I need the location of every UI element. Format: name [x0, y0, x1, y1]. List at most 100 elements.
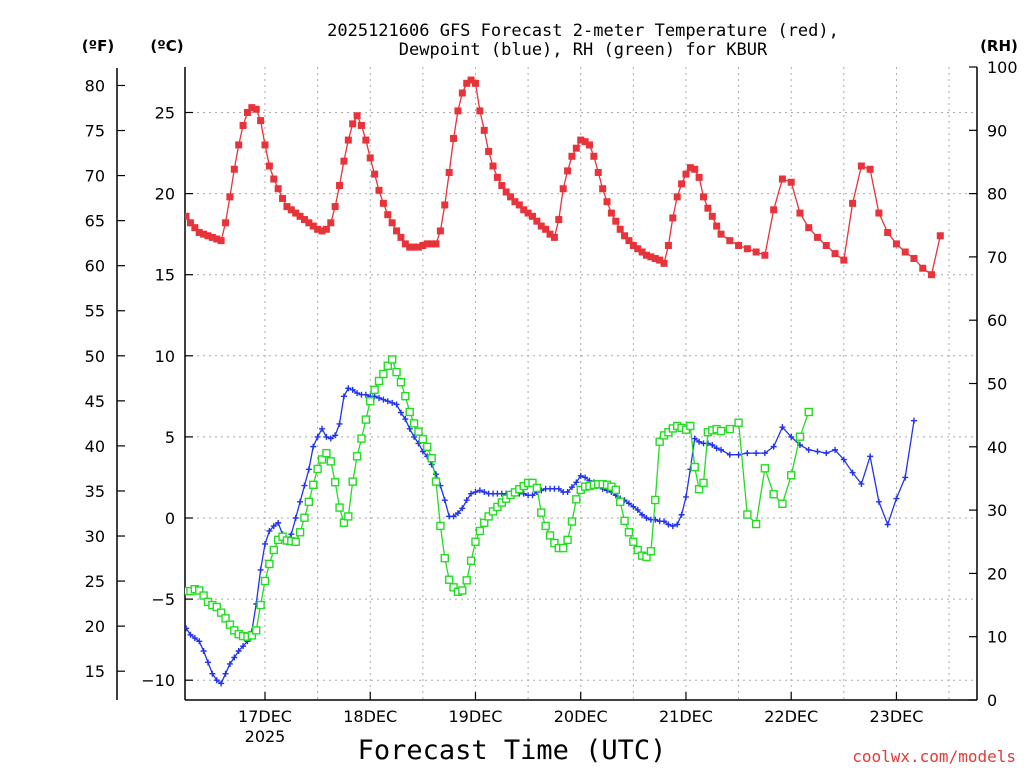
temp-point	[454, 107, 462, 115]
temp-point	[287, 206, 295, 214]
temp-point	[195, 229, 203, 237]
rh-point	[471, 537, 480, 546]
temp-point	[691, 165, 699, 173]
dewpoint-point	[336, 420, 343, 427]
rh-point	[295, 528, 305, 537]
temp-point	[441, 201, 449, 209]
dewpoint-point	[884, 521, 891, 528]
rh-point	[655, 437, 664, 446]
temp-point	[884, 229, 892, 237]
rh-point	[633, 545, 642, 555]
celsius-tick-label: −10	[141, 671, 175, 690]
temp-point	[669, 214, 677, 222]
dewpoint-point	[266, 527, 273, 534]
dewpoint-point	[875, 498, 882, 505]
temp-point	[726, 237, 734, 245]
temp-point	[261, 141, 269, 149]
dewpoint-point	[678, 511, 685, 518]
dewpoint-point	[814, 448, 821, 455]
rh-point	[339, 518, 349, 527]
dewpoint-point	[529, 492, 536, 499]
dewpoint-point	[573, 479, 580, 486]
temp-point	[248, 104, 256, 112]
temp-point	[191, 224, 199, 232]
temp-point	[279, 194, 287, 202]
rh-tick-label: 60	[987, 311, 1007, 330]
rh-point	[265, 559, 274, 569]
rh-point	[814, 0, 821, 7]
rh-point	[716, 426, 726, 436]
dewpoint-point	[297, 498, 304, 505]
temp-point	[928, 271, 936, 279]
dewpoint-point	[419, 448, 426, 455]
dewpoint-point	[634, 506, 641, 513]
temp-point	[252, 105, 260, 113]
rh-point	[624, 528, 634, 537]
temp-point	[546, 230, 554, 238]
rh-point	[867, 0, 874, 7]
dewpoint-point	[240, 643, 247, 650]
temp-point	[362, 136, 370, 144]
rh-tick-label: 30	[987, 501, 1007, 520]
rh-point	[348, 477, 357, 486]
temp-point	[770, 206, 778, 214]
temp-point	[296, 212, 304, 220]
rh-tick-label: 80	[987, 185, 1007, 204]
temp-point	[866, 165, 874, 173]
rh-tick-label: 100	[987, 58, 1018, 77]
temp-point	[283, 203, 291, 211]
temp-point	[752, 248, 760, 256]
temp-point	[401, 240, 409, 248]
chart-title-line2: Dewpoint (blue), RH (green) for KBUR	[399, 40, 768, 60]
fahrenheit-tick-label: 70	[85, 167, 105, 186]
dewpoint-point	[213, 677, 220, 684]
rh-point	[910, 0, 917, 7]
rh-point	[462, 576, 471, 585]
temp-point	[226, 193, 234, 201]
dewpoint-point	[209, 670, 216, 677]
temp-point	[353, 112, 361, 120]
temp-point	[713, 222, 721, 230]
rh-point	[563, 535, 572, 545]
dewpoint-point	[397, 409, 404, 416]
dewpoint-point	[231, 654, 238, 661]
temp-point	[761, 251, 769, 259]
temp-point	[599, 185, 607, 193]
dewpoint-point	[345, 385, 352, 392]
fahrenheit-tick-label: 55	[85, 302, 105, 321]
fahrenheit-tick-label: 20	[85, 617, 105, 636]
rh-point	[370, 385, 379, 395]
time-tick-label: 21DEC	[659, 707, 713, 726]
dewpoint-point	[476, 487, 483, 494]
temp-point	[717, 230, 725, 238]
temp-point	[682, 170, 690, 178]
rh-point	[532, 483, 542, 493]
temp-point	[910, 254, 918, 262]
temp-point	[200, 230, 208, 238]
temp-point	[432, 240, 440, 248]
rh-point	[919, 0, 926, 7]
dewpoint-point	[411, 433, 418, 440]
dewpoint-point	[713, 445, 720, 452]
temp-point	[840, 256, 848, 264]
temp-point	[322, 225, 330, 233]
fahrenheit-tick-label: 65	[85, 212, 105, 231]
fahrenheit-axis-unit: (ºF)	[82, 37, 114, 55]
dewpoint-point	[726, 451, 733, 458]
temp-point	[787, 178, 795, 186]
temp-point	[673, 193, 681, 201]
rh-point	[414, 427, 423, 436]
celsius-tick-label: 20	[155, 185, 175, 204]
dewpoint-point	[384, 398, 391, 405]
dewpoint-point	[770, 443, 777, 450]
rh-point	[436, 521, 445, 531]
dewpoint-point	[191, 635, 198, 642]
dewpoint-point	[481, 489, 488, 496]
temp-point	[919, 264, 927, 272]
temp-point	[371, 170, 379, 178]
temp-point	[357, 121, 365, 129]
dewpoint-point	[354, 390, 361, 397]
rh-point	[225, 620, 235, 629]
rh-point	[357, 434, 366, 443]
temp-point	[892, 240, 900, 248]
